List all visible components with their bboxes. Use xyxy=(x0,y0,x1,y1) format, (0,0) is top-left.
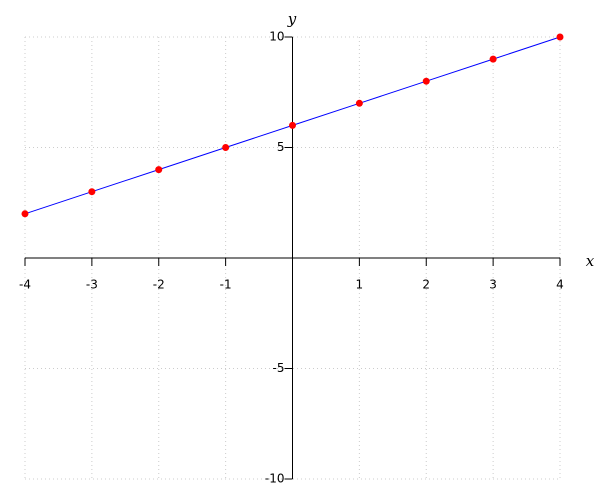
y-tick-label: -5 xyxy=(273,361,285,375)
x-tick-label: 1 xyxy=(356,278,364,292)
y-axis-label: y xyxy=(287,10,297,28)
y-tick-label: 10 xyxy=(269,30,284,44)
y-tick-label: 5 xyxy=(277,140,285,154)
y-tick-label: -10 xyxy=(265,472,285,486)
data-point xyxy=(88,188,96,196)
x-axis-label: x xyxy=(586,252,595,270)
data-point xyxy=(289,121,296,129)
data-point xyxy=(489,55,497,63)
x-tick-label: -2 xyxy=(153,278,165,292)
x-tick-label: 2 xyxy=(422,278,430,292)
x-tick-label: 4 xyxy=(556,278,564,292)
x-tick-label: -1 xyxy=(220,278,232,292)
data-point xyxy=(21,210,29,218)
data-point xyxy=(355,99,363,107)
x-tick-label: -4 xyxy=(19,278,31,292)
data-point xyxy=(422,77,430,85)
data-point xyxy=(155,166,163,174)
x-tick-label: -3 xyxy=(86,278,98,292)
data-point xyxy=(556,33,564,41)
x-tick-label: 3 xyxy=(489,278,497,292)
data-point xyxy=(222,144,230,151)
